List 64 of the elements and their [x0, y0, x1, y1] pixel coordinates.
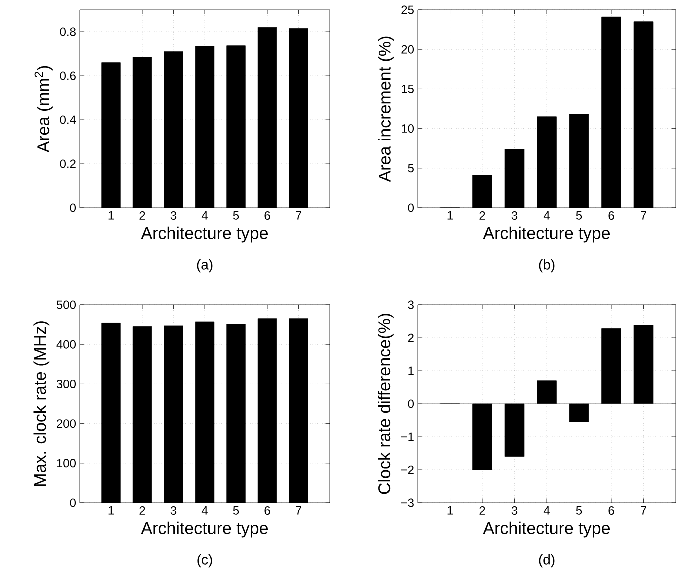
y-tick-label: 2: [408, 334, 414, 342]
x-axis-title: Architecture type: [483, 522, 610, 538]
x-tick-label: 5: [576, 212, 582, 220]
y-tick-label: 5: [408, 164, 414, 173]
y-tick-label: 400: [56, 340, 76, 349]
y-tick-label: −3: [401, 498, 414, 508]
x-tick-label: 6: [264, 506, 270, 516]
x-tick-label: 4: [544, 506, 550, 515]
x-axis-title: Architecture type: [483, 226, 610, 243]
text: (c): [198, 554, 212, 568]
x-tick-label: 3: [512, 506, 518, 516]
y-tick-label: 10: [402, 124, 414, 134]
y-axis-title: Area increment (%): [378, 36, 394, 182]
x-tick-label: 1: [448, 212, 454, 220]
x-tick-label: 7: [296, 212, 302, 220]
x-tick-label: 1: [108, 212, 114, 220]
y-axis-title: Clock rate difference(%): [378, 314, 394, 494]
y-tick-label: 0.2: [60, 160, 76, 168]
y-tick-label: 0: [408, 400, 414, 408]
x-tick-label: 1: [448, 506, 454, 515]
x-tick-label: 5: [233, 506, 240, 515]
y-tick-label: 1: [408, 366, 414, 376]
x-tick-label: 5: [233, 212, 240, 220]
text: (d): [539, 554, 555, 568]
x-tick-label: 6: [608, 506, 614, 516]
x-tick-label: 4: [202, 212, 208, 220]
text: (b): [539, 260, 555, 273]
y-tick-label: 0.6: [60, 72, 76, 80]
y-tick-label: 100: [57, 459, 76, 468]
x-axis-title: Architecture type: [141, 522, 268, 538]
x-tick-label: 4: [544, 212, 550, 220]
x-tick-label: 3: [170, 212, 177, 220]
y-tick-label: 300: [56, 380, 76, 388]
y-tick-label: 0: [70, 498, 76, 508]
x-tick-label: 3: [170, 506, 177, 516]
y-tick-label: 0.4: [60, 116, 76, 124]
text: (a): [197, 260, 213, 273]
y-tick-label: 0.8: [60, 28, 76, 36]
y-tick-label: 200: [57, 420, 76, 428]
x-tick-label: 4: [202, 506, 208, 515]
y-tick-label: −2: [401, 466, 414, 474]
y-axis-title: Max. clock rate (MHz): [34, 322, 50, 486]
x-tick-label: 2: [480, 506, 486, 515]
x-tick-label: 3: [512, 212, 518, 220]
x-tick-label: 2: [480, 212, 486, 220]
x-tick-label: 2: [140, 506, 146, 515]
y-tick-label: 15: [402, 85, 414, 94]
y-tick-label: −1: [401, 432, 414, 442]
x-tick-label: 6: [608, 212, 614, 220]
y-axis-title: Area (mm$^{2}$): [34, 66, 53, 153]
y-tick-label: 20: [402, 45, 414, 54]
x-tick-label: 7: [641, 212, 646, 220]
y-tick-label: 500: [56, 300, 76, 310]
y-tick-label: 0: [70, 204, 76, 212]
x-tick-label: 7: [641, 506, 646, 515]
y-tick-label: 0: [408, 204, 414, 212]
x-tick-label: 1: [108, 506, 114, 515]
x-axis-title: Architecture type: [141, 226, 268, 243]
x-tick-label: 7: [296, 506, 302, 515]
x-tick-label: 6: [264, 212, 270, 220]
y-tick-label: 3: [408, 300, 414, 310]
x-tick-label: 2: [140, 212, 146, 220]
y-tick-label: 25: [402, 6, 414, 14]
x-tick-label: 5: [576, 506, 582, 515]
